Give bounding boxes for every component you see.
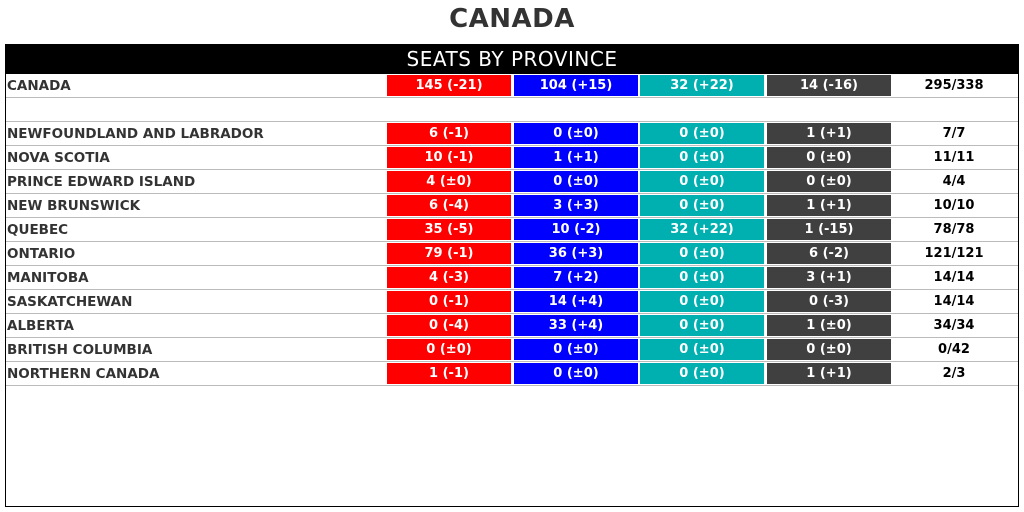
liberal-seats: 6 (-1) <box>387 123 511 144</box>
table-row: MANITOBA 4 (-3) 7 (+2) 0 (±0) 3 (+1) 14/… <box>6 266 1018 290</box>
bloc-seats: 32 (+22) <box>640 219 764 240</box>
conservative-seats: 14 (+4) <box>514 291 638 312</box>
table-row: QUEBEC 35 (-5) 10 (-2) 32 (+22) 1 (-15) … <box>6 218 1018 242</box>
table-row: PRINCE EDWARD ISLAND 4 (±0) 0 (±0) 0 (±0… <box>6 170 1018 194</box>
bloc-seats: 0 (±0) <box>640 171 764 192</box>
province-name: NEWFOUNDLAND AND LABRADOR <box>7 126 264 142</box>
ndp-seats: 3 (+1) <box>767 267 891 288</box>
spacer-row <box>6 98 1018 122</box>
conservative-seats: 10 (-2) <box>514 219 638 240</box>
province-name: NEW BRUNSWICK <box>7 198 141 214</box>
bloc-seats: 0 (±0) <box>640 147 764 168</box>
liberal-seats: 0 (-4) <box>387 315 511 336</box>
liberal-seats: 4 (±0) <box>387 171 511 192</box>
province-name: ONTARIO <box>7 246 76 262</box>
seat-total: 11/11 <box>933 150 975 165</box>
conservative-seats: 3 (+3) <box>514 195 638 216</box>
table-row: NEWFOUNDLAND AND LABRADOR 6 (-1) 0 (±0) … <box>6 122 1018 146</box>
liberal-seats: 1 (-1) <box>387 363 511 384</box>
province-name: PRINCE EDWARD ISLAND <box>7 174 196 190</box>
ndp-seats: 1 (+1) <box>767 123 891 144</box>
table-row: ONTARIO 79 (-1) 36 (+3) 0 (±0) 6 (-2) 12… <box>6 242 1018 266</box>
bloc-seats: 0 (±0) <box>640 339 764 360</box>
page-title: CANADA <box>449 4 575 34</box>
ndp-seats: 1 (+1) <box>767 195 891 216</box>
ndp-seats: 0 (±0) <box>767 339 891 360</box>
seat-total: 7/7 <box>942 126 966 141</box>
seat-total: 34/34 <box>933 318 975 333</box>
summary-liberal-seats: 145 (-21) <box>387 75 511 96</box>
province-name: NOVA SCOTIA <box>7 150 110 166</box>
ndp-seats: 1 (+1) <box>767 363 891 384</box>
liberal-seats: 79 (-1) <box>387 243 511 264</box>
bloc-seats: 0 (±0) <box>640 315 764 336</box>
ndp-seats: 0 (±0) <box>767 171 891 192</box>
bloc-seats: 0 (±0) <box>640 291 764 312</box>
table-row: NORTHERN CANADA 1 (-1) 0 (±0) 0 (±0) 1 (… <box>6 362 1018 386</box>
province-name: NORTHERN CANADA <box>7 366 160 382</box>
bloc-seats: 0 (±0) <box>640 195 764 216</box>
ndp-seats: 6 (-2) <box>767 243 891 264</box>
ndp-seats: 1 (-15) <box>767 219 891 240</box>
seat-total: 14/14 <box>933 270 975 285</box>
conservative-seats: 33 (+4) <box>514 315 638 336</box>
liberal-seats: 6 (-4) <box>387 195 511 216</box>
conservative-seats: 7 (+2) <box>514 267 638 288</box>
liberal-seats: 0 (±0) <box>387 339 511 360</box>
seat-total: 4/4 <box>942 174 966 189</box>
conservative-seats: 0 (±0) <box>514 123 638 144</box>
seat-total: 14/14 <box>933 294 975 309</box>
liberal-seats: 4 (-3) <box>387 267 511 288</box>
table-row: BRITISH COLUMBIA 0 (±0) 0 (±0) 0 (±0) 0 … <box>6 338 1018 362</box>
summary-ndp-seats: 14 (-16) <box>767 75 891 96</box>
province-name: SASKATCHEWAN <box>7 294 133 310</box>
liberal-seats: 10 (-1) <box>387 147 511 168</box>
conservative-seats: 0 (±0) <box>514 363 638 384</box>
bloc-seats: 0 (±0) <box>640 123 764 144</box>
conservative-seats: 0 (±0) <box>514 171 638 192</box>
table-row: ALBERTA 0 (-4) 33 (+4) 0 (±0) 1 (±0) 34/… <box>6 314 1018 338</box>
seats-panel: SEATS BY PROVINCE CANADA 145 (-21) 104 (… <box>5 44 1019 507</box>
liberal-seats: 35 (-5) <box>387 219 511 240</box>
bloc-seats: 0 (±0) <box>640 267 764 288</box>
table-row: NOVA SCOTIA 10 (-1) 1 (+1) 0 (±0) 0 (±0)… <box>6 146 1018 170</box>
table-row: SASKATCHEWAN 0 (-1) 14 (+4) 0 (±0) 0 (-3… <box>6 290 1018 314</box>
bloc-seats: 0 (±0) <box>640 243 764 264</box>
summary-row: CANADA 145 (-21) 104 (+15) 32 (+22) 14 (… <box>6 74 1018 98</box>
summary-bloc-seats: 32 (+22) <box>640 75 764 96</box>
panel-title: SEATS BY PROVINCE <box>6 45 1018 74</box>
conservative-seats: 0 (±0) <box>514 339 638 360</box>
province-name: QUEBEC <box>7 222 69 238</box>
seat-total: 121/121 <box>924 246 984 261</box>
summary-name: CANADA <box>7 78 71 94</box>
conservative-seats: 1 (+1) <box>514 147 638 168</box>
province-name: ALBERTA <box>7 318 74 334</box>
seat-total: 0/42 <box>938 342 970 357</box>
summary-conservative-seats: 104 (+15) <box>514 75 638 96</box>
bloc-seats: 0 (±0) <box>640 363 764 384</box>
seat-total: 10/10 <box>933 198 975 213</box>
ndp-seats: 0 (-3) <box>767 291 891 312</box>
province-name: MANITOBA <box>7 270 89 286</box>
summary-total: 295/338 <box>924 78 984 93</box>
conservative-seats: 36 (+3) <box>514 243 638 264</box>
ndp-seats: 0 (±0) <box>767 147 891 168</box>
liberal-seats: 0 (-1) <box>387 291 511 312</box>
province-name: BRITISH COLUMBIA <box>7 342 153 358</box>
seat-total: 78/78 <box>933 222 975 237</box>
table-row: NEW BRUNSWICK 6 (-4) 3 (+3) 0 (±0) 1 (+1… <box>6 194 1018 218</box>
seat-total: 2/3 <box>942 366 966 381</box>
ndp-seats: 1 (±0) <box>767 315 891 336</box>
